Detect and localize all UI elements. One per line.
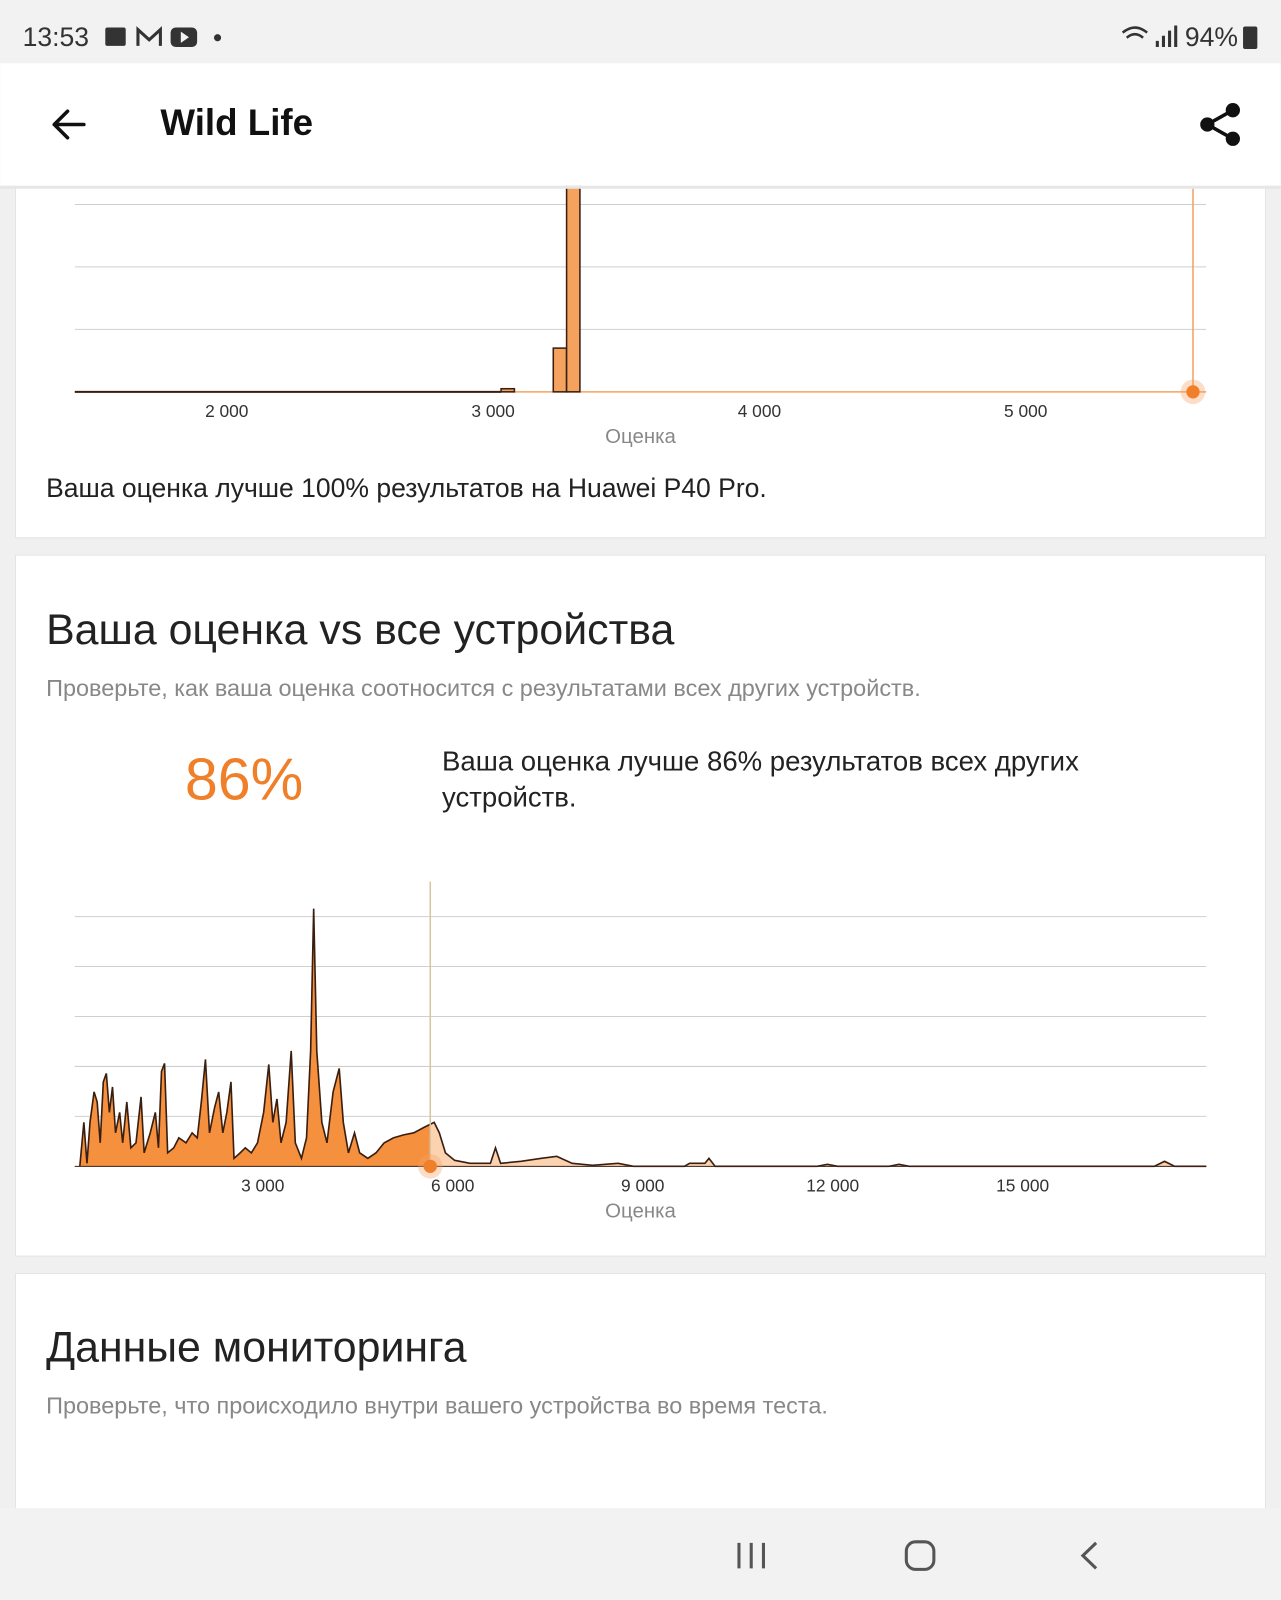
- share-button[interactable]: [1200, 103, 1240, 146]
- app-bar: [0, 63, 1281, 186]
- card-text: устройств.: [442, 781, 577, 812]
- x-tick-label: 2 000: [205, 401, 248, 421]
- area-outline: [79, 908, 1207, 1168]
- card-text: Ваша оценка лучше 86% результатов всех д…: [442, 746, 1079, 777]
- bar: [552, 347, 568, 393]
- x-tick-label: 5 000: [1004, 401, 1047, 421]
- nav-back[interactable]: [1080, 1541, 1098, 1570]
- card: [14, 152, 1267, 539]
- card-subtitle: Проверьте, что происходило внутри вашего…: [46, 1392, 828, 1418]
- status-battery: 94%: [1185, 22, 1238, 52]
- bar: [500, 387, 516, 393]
- x-tick-label: 6 000: [431, 1175, 474, 1195]
- x-tick-label: 3 000: [471, 401, 514, 421]
- score-dot: [1186, 385, 1200, 399]
- charts: 2 000 3 000 4 000 5 000 Оценка 3 000 6 000 9 00…: [74, 185, 1207, 1223]
- area-before-score: [79, 908, 431, 1167]
- app-bar-shadow: [0, 185, 1281, 189]
- percent: 86%: [185, 745, 303, 812]
- x-axis-label: Оценка: [605, 1201, 676, 1223]
- icon-dot: [213, 34, 222, 42]
- icon-mail: [136, 26, 162, 46]
- icon-gallery: [105, 27, 126, 46]
- x-tick-label: 3 000: [241, 1175, 284, 1195]
- score-dot: [423, 1159, 437, 1173]
- nav-recent[interactable]: [737, 1542, 765, 1569]
- x-axis-label: Оценка: [605, 426, 676, 448]
- share-dot: [1225, 103, 1240, 118]
- share-dot: [1200, 117, 1215, 132]
- back-button[interactable]: [52, 109, 86, 140]
- card-subtitle: Проверьте, как ваша оценка соотносится с…: [46, 675, 921, 701]
- nav-bar: [0, 1508, 1281, 1600]
- x-tick-label: 4 000: [738, 401, 781, 421]
- x-tick-label: 9 000: [621, 1175, 664, 1195]
- card-text: Ваша оценка лучше 100% результатов на Hu…: [46, 473, 767, 503]
- card: [14, 1272, 1267, 1519]
- icon-battery: [1243, 26, 1258, 49]
- icon-play: [180, 31, 189, 43]
- x-tick-label: 12 000: [806, 1175, 859, 1195]
- nav-home[interactable]: [904, 1540, 936, 1571]
- icon-signal: [1155, 25, 1178, 47]
- chart: [74, 881, 1207, 1168]
- card-title: Данные мониторинга: [46, 1323, 467, 1371]
- bar: [565, 185, 581, 393]
- app-title: Wild Life: [160, 102, 313, 143]
- x-tick-label: 15 000: [996, 1175, 1049, 1195]
- share-dot: [1225, 131, 1240, 146]
- icon-wifi: [1121, 26, 1148, 39]
- status-bar: [0, 0, 1281, 64]
- status-time: 13:53: [23, 22, 89, 52]
- chart: [74, 185, 1207, 393]
- card-title: Ваша оценка vs все устройства: [46, 606, 674, 654]
